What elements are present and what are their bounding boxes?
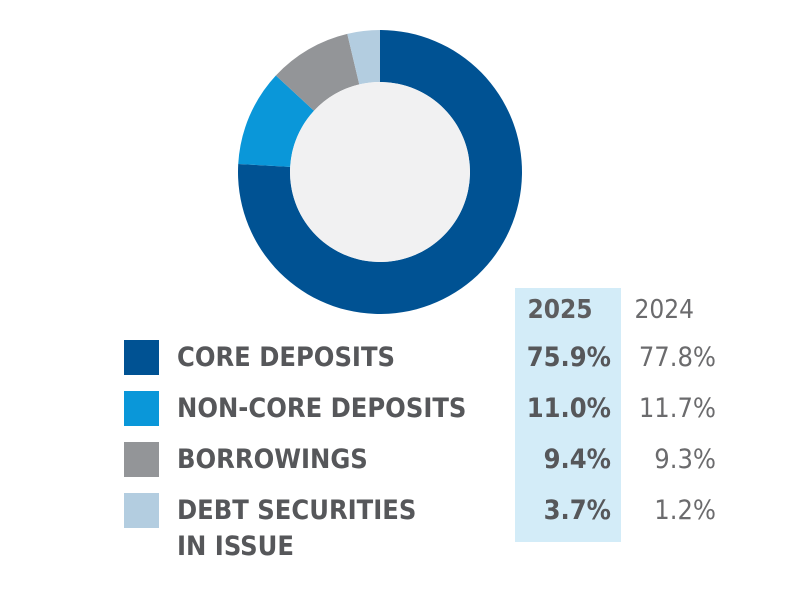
donut-chart	[237, 30, 522, 314]
legend-row-core-deposits: CORE DEPOSITS 75.9% 77.8%	[0, 340, 800, 380]
value-2024-borrowings: 9.3%	[654, 444, 716, 475]
donut-slice-debt-securities-in-issue	[347, 30, 380, 85]
value-2024-non-core-deposits: 11.7%	[638, 393, 716, 424]
current-year-header: 2025	[527, 295, 593, 325]
value-2024-core-deposits: 77.8%	[638, 342, 716, 373]
legend-label-borrowings: BORROWINGS	[177, 444, 368, 475]
value-2025-debt-securities: 3.7%	[543, 495, 611, 526]
prior-year-header: 2024	[634, 295, 694, 325]
donut-slice-non-core-deposits	[238, 75, 315, 167]
legend-swatch-borrowings	[124, 442, 159, 477]
legend-row-debt-securities: DEBT SECURITIES IN ISSUE 3.7% 1.2%	[0, 493, 800, 565]
donut-hole	[290, 82, 470, 262]
value-2025-borrowings: 9.4%	[543, 444, 611, 475]
current-year-highlight	[515, 288, 621, 542]
value-2024-debt-securities: 1.2%	[654, 495, 716, 526]
legend-label-debt-securities: DEBT SECURITIES IN ISSUE	[177, 495, 417, 562]
legend-swatch-non-core-deposits	[124, 391, 159, 426]
value-2025-core-deposits: 75.9%	[526, 342, 611, 373]
legend-row-borrowings: BORROWINGS 9.4% 9.3%	[0, 442, 800, 482]
legend-swatch-debt-securities	[124, 493, 159, 528]
value-2025-non-core-deposits: 11.0%	[526, 393, 611, 424]
legend-swatch-core-deposits	[124, 340, 159, 375]
donut-slice-core-deposits	[237, 30, 522, 314]
legend-label-core-deposits: CORE DEPOSITS	[177, 342, 396, 373]
legend-row-non-core-deposits: NON-CORE DEPOSITS 11.0% 11.7%	[0, 391, 800, 431]
donut-slice-borrowings	[275, 33, 360, 111]
legend-label-non-core-deposits: NON-CORE DEPOSITS	[177, 393, 467, 424]
